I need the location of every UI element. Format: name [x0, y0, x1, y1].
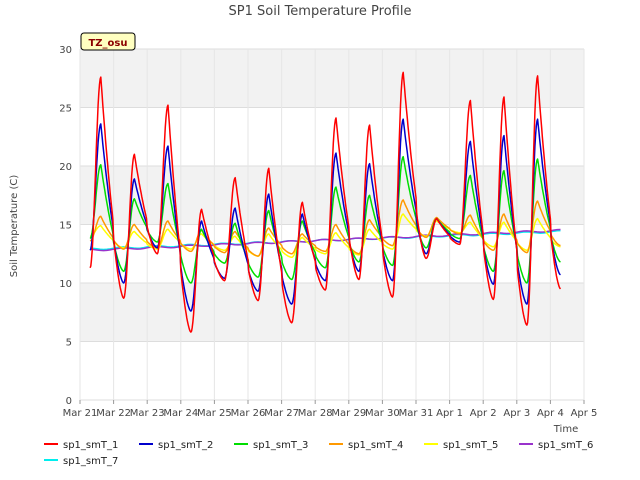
legend: sp1_smT_1 sp1_smT_2 sp1_smT_3 sp1_smT_4 sp1_…: [44, 440, 593, 467]
y-axis-ticks: 0 5 10 15 20 25 30: [59, 45, 72, 407]
legend-label-sp1_smT_3: sp1_smT_3: [253, 440, 308, 451]
x-tick-label: Mar 27: [264, 408, 299, 419]
x-tick-label: Mar 31: [399, 408, 434, 419]
x-tick-label: Apr 3: [503, 408, 530, 419]
x-tick-label: Mar 30: [365, 408, 400, 419]
annotation-box: [80, 32, 136, 51]
y-axis-label: Soil Temperature (C): [9, 175, 20, 278]
legend-label-sp1_smT_5: sp1_smT_5: [443, 440, 498, 451]
y-tick-label: 5: [66, 338, 72, 349]
x-tick-label: Apr 5: [571, 408, 598, 419]
y-tick-label: 0: [66, 396, 72, 407]
annotation-label: TZ_osu: [88, 38, 127, 49]
annotation-tag: TZ_osu: [80, 32, 136, 51]
x-axis-label: Time: [553, 424, 578, 435]
y-tick-label: 10: [59, 279, 72, 290]
x-tick-label: Mar 23: [130, 408, 165, 419]
x-tick-label: Mar 28: [298, 408, 333, 419]
x-tick-label: Apr 2: [470, 408, 497, 419]
chart-title: SP1 Soil Temperature Profile: [229, 4, 412, 19]
x-tick-label: Mar 22: [96, 408, 131, 419]
legend-label-sp1_smT_1: sp1_smT_1: [63, 440, 118, 451]
legend-label-sp1_smT_6: sp1_smT_6: [538, 440, 593, 451]
series-layer: [89, 71, 562, 333]
legend-label-sp1_smT_2: sp1_smT_2: [158, 440, 213, 451]
grid-band: [80, 283, 584, 342]
grid-band: [80, 49, 584, 108]
x-tick-label: Mar 24: [163, 408, 198, 419]
y-tick-label: 20: [59, 162, 72, 173]
series-line-sp1_smT_1: [89, 71, 562, 333]
x-tick-label: Apr 1: [436, 408, 463, 419]
x-tick-label: Mar 25: [197, 408, 232, 419]
x-tick-label: Mar 21: [63, 408, 98, 419]
y-tick-label: 30: [59, 45, 72, 56]
x-tick-label: Apr 4: [537, 408, 564, 419]
legend-label-sp1_smT_7: sp1_smT_7: [63, 456, 118, 467]
y-tick-label: 15: [59, 221, 72, 232]
legend-label-sp1_smT_4: sp1_smT_4: [348, 440, 403, 451]
y-tick-label: 25: [59, 104, 72, 115]
x-tick-label: Mar 26: [231, 408, 266, 419]
x-tick-label: Mar 29: [331, 408, 366, 419]
